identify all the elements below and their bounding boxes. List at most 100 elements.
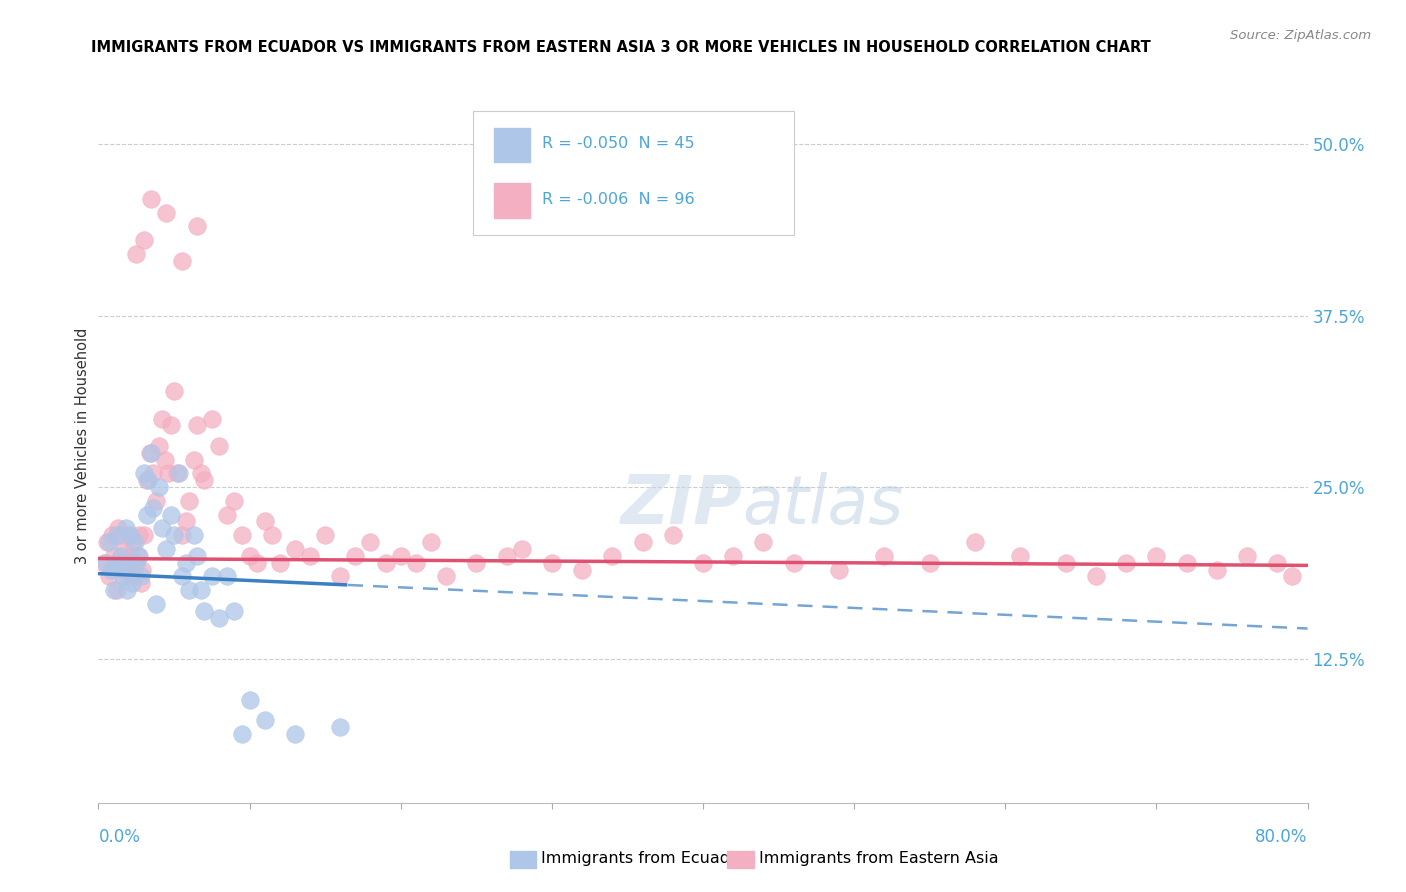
Text: R = -0.006  N = 96: R = -0.006 N = 96 <box>543 192 695 207</box>
Point <box>262 528 284 542</box>
Point <box>1144 549 1167 563</box>
Point <box>284 727 307 741</box>
FancyBboxPatch shape <box>474 111 793 235</box>
Point <box>1267 556 1289 570</box>
Point <box>571 562 593 576</box>
Point <box>269 556 291 570</box>
Point <box>1175 556 1198 570</box>
Point <box>110 549 132 563</box>
Point <box>148 480 170 494</box>
Point <box>156 467 179 481</box>
Point <box>434 569 457 583</box>
Point <box>314 528 336 542</box>
Point <box>231 528 253 542</box>
Text: 0.0%: 0.0% <box>98 828 141 846</box>
Point <box>103 583 125 598</box>
Point <box>208 610 231 624</box>
Point <box>121 576 143 591</box>
Point <box>186 418 208 433</box>
Point <box>120 549 142 563</box>
Point <box>174 515 197 529</box>
Point <box>360 535 382 549</box>
Point <box>103 549 125 563</box>
Point <box>918 556 941 570</box>
Point <box>150 411 173 425</box>
Point <box>127 549 149 563</box>
Point <box>100 562 122 576</box>
Point <box>239 549 262 563</box>
Point <box>344 549 367 563</box>
Point <box>163 528 186 542</box>
Bar <box>509 851 536 869</box>
Point <box>163 384 186 398</box>
Point <box>145 494 167 508</box>
Point <box>170 528 193 542</box>
Point <box>111 556 134 570</box>
Point <box>540 556 562 570</box>
Point <box>374 556 396 570</box>
Point <box>1010 549 1032 563</box>
Point <box>405 556 427 570</box>
Point <box>1054 556 1077 570</box>
Point <box>153 452 176 467</box>
Point <box>692 556 714 570</box>
Text: Immigrants from Ecuador: Immigrants from Ecuador <box>541 851 747 866</box>
Point <box>752 535 775 549</box>
Point <box>107 556 129 570</box>
Text: 80.0%: 80.0% <box>1256 828 1308 846</box>
Point <box>122 535 145 549</box>
Point <box>1085 569 1108 583</box>
Point <box>299 549 322 563</box>
Point <box>224 604 246 618</box>
Point <box>170 569 193 583</box>
Point <box>124 569 146 583</box>
Point <box>150 521 173 535</box>
Text: IMMIGRANTS FROM ECUADOR VS IMMIGRANTS FROM EASTERN ASIA 3 OR MORE VEHICLES IN HO: IMMIGRANTS FROM ECUADOR VS IMMIGRANTS FR… <box>91 40 1152 55</box>
Point <box>142 467 165 481</box>
Point <box>118 528 141 542</box>
Point <box>142 500 165 515</box>
Point <box>723 549 745 563</box>
Point <box>661 528 683 542</box>
Point <box>155 205 177 219</box>
Point <box>495 549 517 563</box>
Point <box>135 473 157 487</box>
Point <box>139 446 162 460</box>
Point <box>193 473 215 487</box>
Point <box>201 569 224 583</box>
Point <box>121 556 143 570</box>
Point <box>105 528 128 542</box>
Point <box>186 219 208 234</box>
Point <box>128 528 150 542</box>
Point <box>118 556 141 570</box>
Point <box>201 411 224 425</box>
Point <box>186 549 208 563</box>
Point <box>170 253 193 268</box>
Point <box>132 233 155 247</box>
Point <box>389 549 412 563</box>
Point <box>93 556 115 570</box>
Point <box>98 569 121 583</box>
Point <box>253 515 276 529</box>
Point <box>120 528 142 542</box>
Point <box>465 556 488 570</box>
Point <box>246 556 269 570</box>
Point <box>101 528 124 542</box>
Point <box>224 494 246 508</box>
Point <box>193 604 215 618</box>
Point <box>510 541 533 556</box>
Bar <box>727 851 754 869</box>
Point <box>104 556 127 570</box>
Point <box>108 556 131 570</box>
Point <box>141 446 163 460</box>
Point <box>125 556 148 570</box>
Point <box>160 508 183 522</box>
Point <box>208 439 231 453</box>
Point <box>179 494 201 508</box>
Point <box>215 569 238 583</box>
Text: ZIP: ZIP <box>620 473 742 539</box>
Point <box>873 549 896 563</box>
Point <box>631 535 654 549</box>
Point <box>96 535 118 549</box>
Point <box>965 535 987 549</box>
